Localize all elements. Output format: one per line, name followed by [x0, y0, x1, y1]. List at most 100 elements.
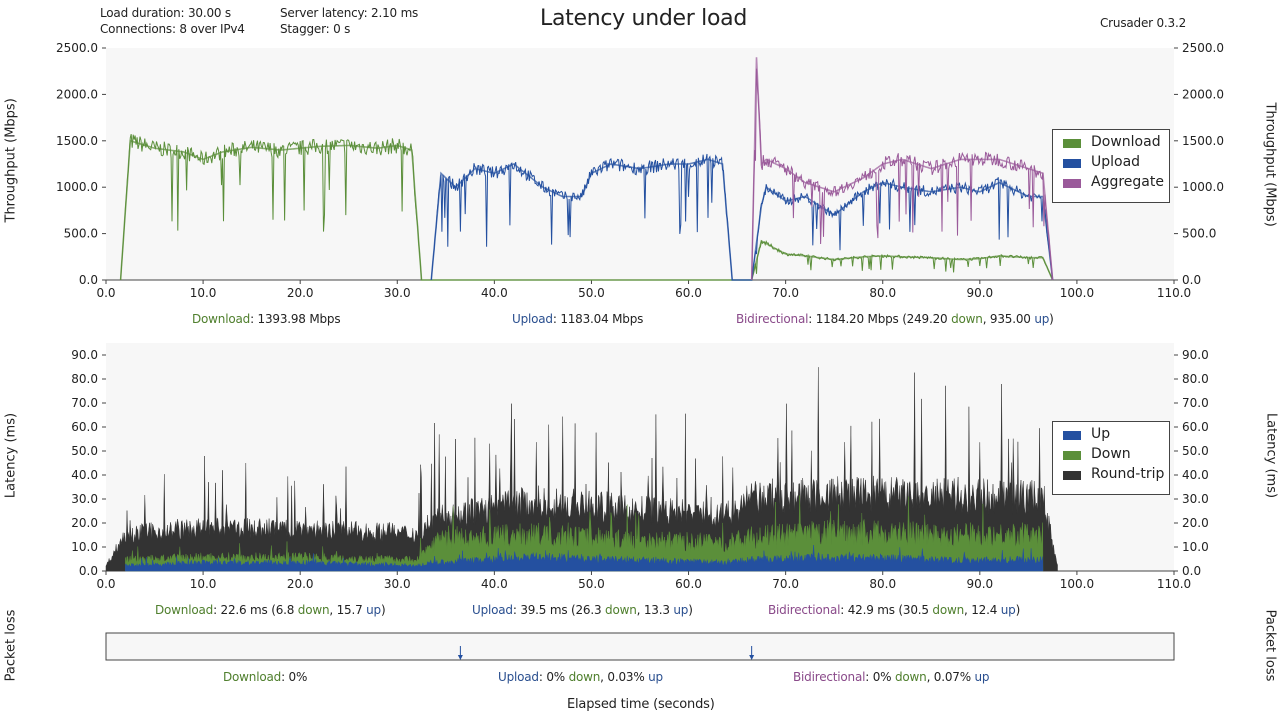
summary-down: down	[605, 603, 637, 617]
throughput-x-tick-label: 20.0	[287, 286, 314, 300]
summary-end: )	[1049, 312, 1054, 326]
summary-value: : 0%	[538, 670, 569, 684]
legend-swatch-download	[1063, 139, 1081, 148]
summary-label: Download	[155, 603, 214, 617]
series-up-area	[125, 544, 1044, 572]
throughput-summary-bidirectional: Bidirectional: 1184.20 Mbps (249.20 down…	[736, 312, 1054, 326]
summary-up: up	[1000, 603, 1016, 617]
x-axis-title: Elapsed time (seconds)	[567, 697, 715, 712]
throughput-chart: 0.0 10.0 20.0 30.0 40.0 50.0 60.0 70.0 80.0 90.0 1…	[56, 41, 1224, 300]
throughput-y-tick-label-right: 2000.0	[1182, 87, 1224, 101]
latency-y-tick-label: 80.0	[71, 372, 98, 386]
summary-value: : 0%	[281, 670, 308, 684]
throughput-y-tick-label-right: 1500.0	[1182, 134, 1224, 148]
latency-y-tick-label-right: 0.0	[1182, 564, 1201, 578]
throughput-y-tick-label: 500.0	[64, 227, 98, 241]
summary-label: Bidirectional	[768, 603, 841, 617]
throughput-summary-upload: Upload: 1183.04 Mbps	[512, 312, 643, 326]
packetloss-summary-download: Download: 0%	[223, 670, 307, 684]
legend-label-aggregate: Aggregate	[1091, 174, 1164, 190]
series-aggregate-trend	[750, 57, 1054, 281]
summary-value: : 1184.20 Mbps (249.20	[808, 312, 952, 326]
latency-summary-download: Download: 22.6 ms (6.8 down, 15.7 up)	[155, 603, 386, 617]
summary-end: )	[1015, 603, 1021, 617]
packetloss-plot-area	[105, 632, 1175, 661]
summary-label: Download	[192, 312, 251, 326]
latency-x-tick-label: 50.0	[578, 577, 605, 591]
throughput-y-tick-label-right: 500.0	[1182, 227, 1216, 241]
latency-x-tick-label: 40.0	[481, 577, 508, 591]
summary-up: up	[1034, 312, 1050, 326]
latency-y-tick-label: 0.0	[79, 564, 98, 578]
server-latency: Server latency: 2.10 ms	[280, 6, 419, 20]
summary-label: Upload	[512, 312, 553, 326]
latency-y-tick-label: 60.0	[71, 420, 98, 434]
throughput-y-tick-label-right: 0.0	[1182, 273, 1201, 287]
packet-loss-marker-head	[457, 655, 463, 660]
throughput-y-tick-label-right: 1000.0	[1182, 180, 1224, 194]
legend-label-upload: Upload	[1091, 154, 1141, 170]
summary-label: Bidirectional	[793, 670, 866, 684]
series-download-trend	[119, 139, 1054, 281]
throughput-y-tick-label-right: 2500.0	[1182, 41, 1224, 55]
latency-x-tick-label: 80.0	[869, 577, 896, 591]
connections: Connections: 8 over IPv4	[100, 22, 245, 36]
latency-y-tick-label-right: 50.0	[1182, 444, 1209, 458]
latency-legend: Up Down Round-trip	[1052, 421, 1170, 495]
load-duration: Load duration: 30.00 s	[100, 6, 231, 20]
summary-end: )	[688, 603, 693, 617]
summary-sep: , 0.03%	[600, 670, 649, 684]
summary-value: : 0%	[865, 670, 895, 684]
throughput-legend: Download Upload Aggregate	[1052, 129, 1170, 203]
summary-down: down	[894, 670, 927, 684]
latency-y-tick-label: 40.0	[71, 468, 98, 482]
throughput-x-tick-label: 70.0	[772, 286, 799, 300]
summary-up: up	[648, 670, 663, 684]
latency-x-tick-label: 90.0	[966, 577, 993, 591]
summary-down: down	[568, 670, 601, 684]
version-label: Crusader 0.3.2	[1100, 16, 1187, 30]
legend-label-roundtrip: Round-trip	[1091, 466, 1165, 482]
throughput-x-tick-label: 40.0	[481, 286, 508, 300]
summary-value: : 39.5 ms (26.3	[512, 603, 606, 617]
throughput-x-tick-label: 10.0	[190, 286, 217, 300]
legend-label-download: Download	[1091, 134, 1161, 150]
packetloss-summary-bidirectional: Bidirectional: 0% down, 0.07% up	[793, 670, 990, 684]
series-upload-trend	[430, 158, 1054, 281]
summary-end: )	[380, 603, 386, 617]
summary-sep: , 13.3	[636, 603, 674, 617]
latency-y-tick-label-right: 60.0	[1182, 420, 1209, 434]
packetloss-summary-upload: Upload: 0% down, 0.03% up	[498, 670, 663, 684]
latency-chart: 0.0 10.0 20.0 30.0 40.0 50.0 60.0 70.0 80.0 90.0 1…	[71, 343, 1209, 591]
latency-y-tick-label: 70.0	[71, 396, 98, 410]
summary-up: up	[673, 603, 689, 617]
latency-y-tick-label-right: 10.0	[1182, 540, 1209, 554]
stagger: Stagger: 0 s	[280, 22, 351, 36]
summary-value: : 1393.98 Mbps	[250, 312, 341, 326]
legend-label-up: Up	[1091, 426, 1111, 442]
latency-x-tick-label: 100.0	[1060, 577, 1094, 591]
throughput-summary-download: Download: 1393.98 Mbps	[192, 312, 341, 326]
summary-value: : 1183.04 Mbps	[552, 312, 644, 326]
legend-swatch-roundtrip	[1063, 471, 1081, 480]
throughput-x-tick-label: 0.0	[96, 286, 115, 300]
latency-y-tick-label-right: 30.0	[1182, 492, 1209, 506]
summary-down: down	[297, 603, 330, 617]
throughput-x-tick-label: 60.0	[675, 286, 702, 300]
latency-summary-bidirectional: Bidirectional: 42.9 ms (30.5 down, 12.4 …	[768, 603, 1020, 617]
series-roundtrip-area	[105, 367, 1058, 572]
throughput-x-tick-label: 50.0	[578, 286, 605, 300]
latency-y-tick-label-right: 80.0	[1182, 372, 1209, 386]
summary-label: Upload	[498, 670, 539, 684]
legend-swatch-aggregate	[1063, 179, 1081, 188]
summary-value: : 42.9 ms (30.5	[840, 603, 933, 617]
latency-x-tick-label: 10.0	[190, 577, 217, 591]
chart-title: Latency under load	[540, 6, 747, 31]
packet-loss-chart	[105, 632, 1175, 661]
latency-y-tick-label-right: 40.0	[1182, 468, 1209, 482]
latency-x-tick-label: 30.0	[384, 577, 411, 591]
summary-down: down	[951, 312, 983, 326]
latency-y-tick-label-right: 90.0	[1182, 348, 1209, 362]
throughput-x-tick-label: 30.0	[384, 286, 411, 300]
summary-sep: , 12.4	[964, 603, 1001, 617]
